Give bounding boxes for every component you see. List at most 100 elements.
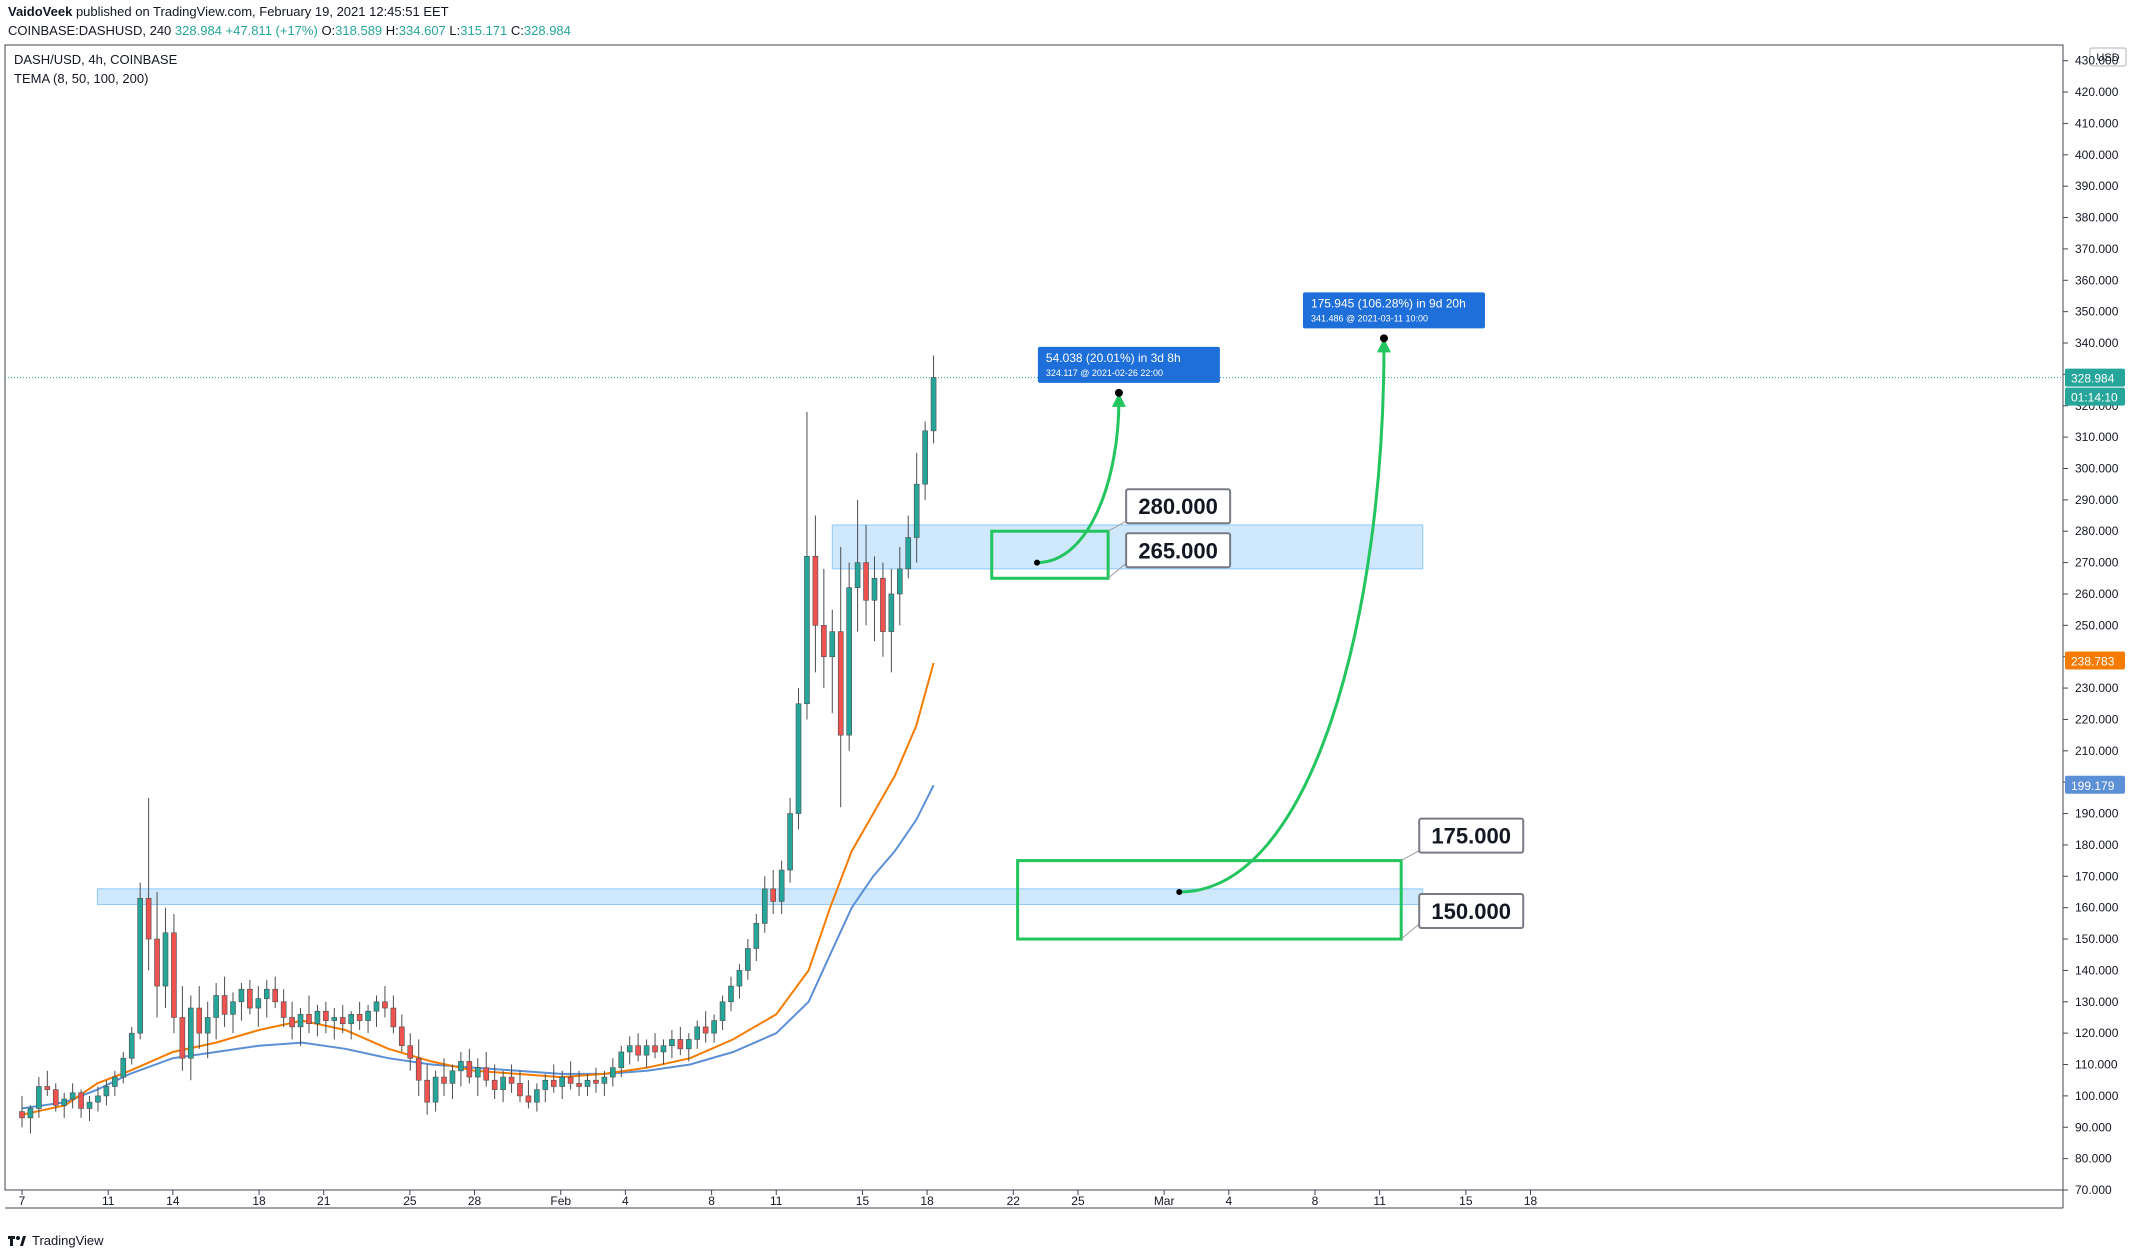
x-tick-label: 25	[1071, 1194, 1085, 1208]
plot-frame	[4, 44, 2064, 1191]
y-tick-label: 410.000	[2075, 116, 2119, 130]
candle-body	[685, 1039, 692, 1050]
y-tick-label: 180.000	[2075, 838, 2119, 852]
candle-body	[247, 988, 253, 1009]
price-axis-label	[2065, 387, 2125, 406]
candle-body	[660, 1045, 667, 1053]
candle-body	[593, 1079, 599, 1084]
candle-body	[643, 1045, 650, 1056]
candle-body	[787, 813, 793, 871]
candle-body	[804, 556, 810, 705]
candle-body	[407, 1045, 414, 1059]
candle-body	[483, 1067, 490, 1081]
candle-body	[753, 923, 760, 949]
price-label-box[interactable]	[1418, 893, 1525, 930]
candle-body	[863, 562, 869, 601]
y-tick-label: 150.000	[2075, 932, 2119, 946]
ohlc-header: COINBASE:DASHUSD, 240 328.984 +47.811 (+…	[8, 23, 571, 38]
candle-body	[702, 1026, 709, 1034]
candle-body	[517, 1083, 523, 1097]
y-tick-label: 210.000	[2075, 744, 2119, 758]
arrowhead-icon	[1111, 392, 1126, 407]
candle-body	[263, 988, 270, 999]
candle-body	[736, 970, 743, 987]
y-tick-label: 260.000	[2075, 587, 2119, 601]
candle-body	[441, 1076, 447, 1084]
candle-body	[761, 888, 768, 924]
candle-body	[897, 568, 903, 595]
x-tick-label: 8	[1312, 1194, 1319, 1208]
y-tick-label: 290.000	[2075, 493, 2119, 507]
y-tick-label: 80.000	[2075, 1152, 2112, 1166]
target-box[interactable]	[1016, 859, 1403, 941]
candle-body	[846, 587, 852, 736]
label-callout-line	[1107, 520, 1127, 532]
x-tick-label: Mar	[1154, 1194, 1175, 1208]
projection-end-dot	[1379, 334, 1388, 343]
candle-body	[204, 1017, 211, 1034]
y-tick-label: 90.000	[2075, 1120, 2112, 1134]
y-tick-label: 350.000	[2075, 305, 2119, 319]
candle-body	[913, 483, 920, 538]
price-label-box[interactable]	[1418, 817, 1525, 854]
candle-body	[145, 897, 152, 940]
price-label-box[interactable]	[1125, 488, 1232, 525]
price-label-text: 265.000	[1138, 538, 1218, 563]
x-tick-label: 18	[1524, 1194, 1538, 1208]
candle-body	[618, 1051, 625, 1068]
high-value: 334.607	[398, 23, 446, 38]
candle-body	[213, 995, 219, 1018]
y-tick-label: 100.000	[2075, 1089, 2119, 1103]
y-tick-label: 430.000	[2075, 54, 2119, 68]
candle-body	[120, 1057, 127, 1078]
x-tick-label: 11	[102, 1194, 115, 1208]
candle-body	[255, 998, 262, 1009]
tradingview-brand[interactable]: TradingView	[32, 1233, 104, 1248]
candle-body	[95, 1095, 101, 1103]
x-tick-label: 14	[166, 1194, 180, 1208]
projection-label-main: 54.038 (20.01%) in 3d 8h	[1046, 351, 1181, 365]
candle-body	[44, 1086, 51, 1090]
candle-body	[137, 897, 143, 1034]
y-tick-label: 170.000	[2075, 869, 2119, 883]
candle-body	[188, 1007, 194, 1059]
candle-body	[162, 932, 169, 987]
arrowhead-icon	[1376, 338, 1391, 353]
candle-body	[52, 1089, 59, 1106]
open-value: 318.589	[335, 23, 383, 38]
author-name[interactable]: VaidoVeek	[8, 4, 73, 19]
y-tick-label: 220.000	[2075, 712, 2119, 726]
projection-label-sub: 324.117 @ 2021-02-26 22:00	[1046, 368, 1163, 378]
projection-start-dot	[1034, 559, 1041, 566]
chart-title: DASH/USD, 4h, COINBASE	[14, 52, 178, 67]
candle-body	[424, 1079, 430, 1103]
y-tick-label: 390.000	[2075, 179, 2119, 193]
candle-body	[373, 1001, 380, 1012]
price-axis-label-text: 328.984	[2071, 372, 2115, 386]
candle-body	[626, 1045, 633, 1053]
indicator-legend[interactable]: TEMA (8, 50, 100, 200)	[14, 71, 149, 86]
candle-body	[382, 1001, 388, 1009]
projection-label-box[interactable]	[1302, 292, 1485, 329]
y-tick-label: 380.000	[2075, 211, 2119, 225]
candle-body	[821, 625, 827, 658]
candle-body	[154, 938, 160, 987]
target-box[interactable]	[990, 529, 1110, 580]
candle-body	[500, 1076, 506, 1090]
candle-body	[905, 537, 912, 570]
projection-label-sub: 341.486 @ 2021-03-11 10:00	[1311, 313, 1428, 323]
candle-body	[652, 1045, 658, 1053]
candle-body	[289, 1017, 295, 1028]
currency-box[interactable]	[2089, 47, 2127, 67]
price-axis-label-text: 238.783	[2071, 655, 2115, 669]
projection-end-dot	[1114, 388, 1123, 397]
close-label: C:	[510, 23, 524, 38]
candle-body	[576, 1083, 582, 1087]
projection-arrow	[1179, 346, 1386, 894]
candle-body	[508, 1076, 515, 1084]
projection-label-box[interactable]	[1037, 346, 1220, 383]
x-tick-label: 28	[468, 1194, 482, 1208]
price-label-box[interactable]	[1125, 532, 1232, 569]
candle-body	[86, 1101, 93, 1109]
